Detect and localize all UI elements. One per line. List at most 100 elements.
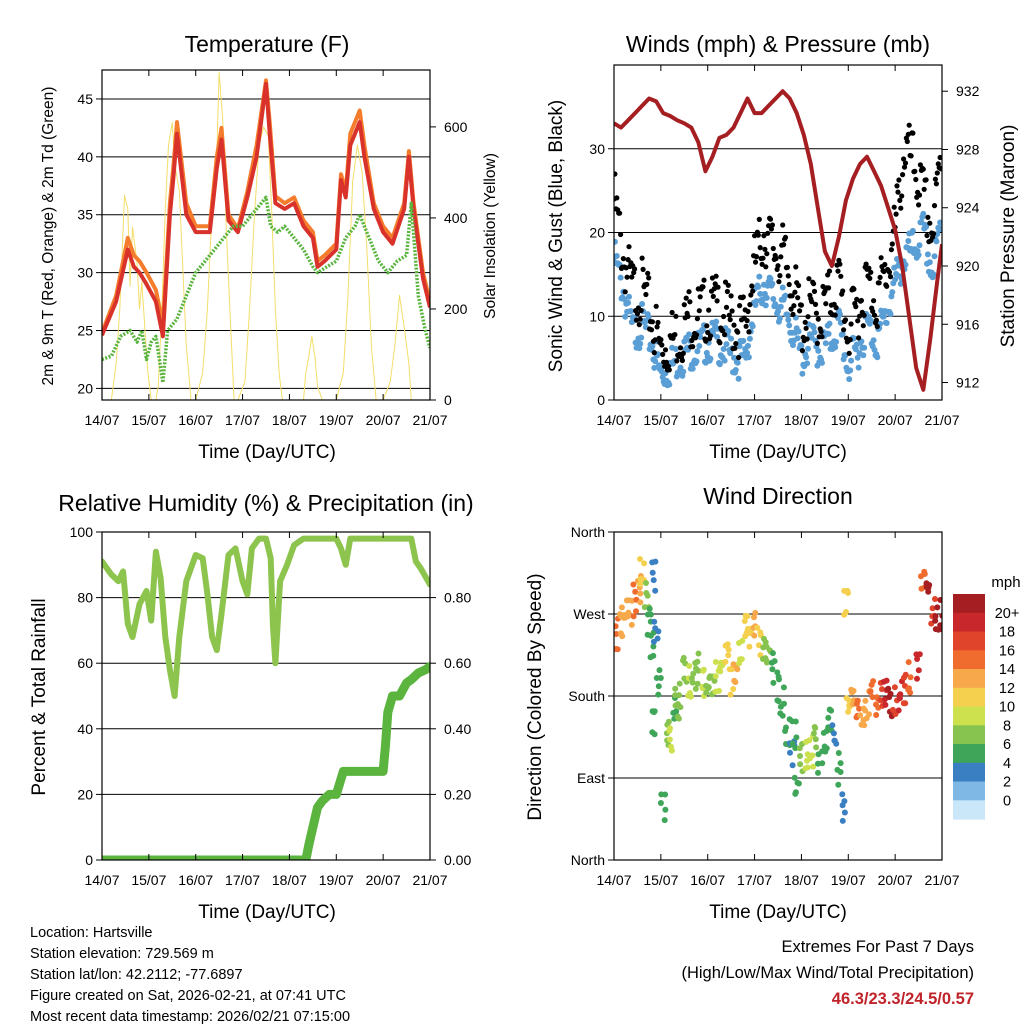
wind-point: [838, 273, 844, 279]
wind-point: [745, 342, 751, 349]
wind-point: [841, 327, 847, 333]
wind-point: [723, 304, 730, 310]
wind-point: [776, 315, 783, 322]
wind-point: [836, 311, 843, 318]
wind-point: [745, 354, 752, 361]
direction-point: [694, 658, 701, 665]
wind-point: [740, 294, 746, 300]
direction-point: [757, 629, 764, 636]
wind-point: [878, 255, 884, 261]
direction-point: [915, 667, 922, 674]
x-tick-label: 19/07: [319, 412, 354, 428]
direction-point: [700, 667, 707, 674]
wind-point: [637, 340, 644, 347]
direction-point: [650, 577, 657, 584]
wind-point: [648, 327, 655, 333]
wind-point: [757, 290, 764, 297]
wind-point: [662, 347, 669, 353]
direction-point: [937, 597, 942, 603]
wind-point: [749, 323, 756, 330]
wind-point: [752, 259, 759, 265]
wind-point: [710, 293, 716, 299]
direction-point: [776, 676, 782, 683]
wind-point: [762, 302, 769, 309]
direction-point: [614, 646, 621, 653]
wind-point: [799, 370, 806, 377]
wind-point: [811, 281, 817, 287]
direction-point: [774, 669, 781, 676]
direction-point: [745, 630, 752, 637]
direction-point: [925, 588, 932, 595]
wind-point: [913, 176, 919, 183]
wind-point: [703, 338, 709, 344]
wind-point: [724, 288, 731, 295]
direction-point: [873, 701, 879, 708]
wind-point: [826, 268, 833, 274]
wind-point: [784, 264, 791, 270]
direction-point: [687, 693, 694, 700]
wind-point: [713, 318, 720, 325]
y-tick-label: North: [571, 852, 605, 868]
wind-point: [721, 357, 728, 364]
direction-point: [866, 711, 872, 718]
wind-point: [871, 298, 877, 304]
wind-point: [860, 352, 867, 359]
wind-point: [714, 298, 720, 304]
wind-point: [735, 329, 741, 335]
wind-point: [846, 350, 852, 356]
x-tick-label: 20/07: [366, 412, 401, 428]
x-tick-label: 17/07: [225, 872, 260, 888]
wind-point: [715, 284, 721, 290]
wind-point: [673, 313, 679, 319]
direction-point: [877, 697, 884, 704]
direction-point: [896, 695, 903, 702]
wind-point: [792, 289, 798, 295]
direction-point: [650, 652, 657, 659]
station-elevation: Station elevation: 729.569 m: [30, 946, 214, 962]
wind-point: [931, 203, 938, 209]
wind-point: [723, 341, 730, 348]
wind-point: [763, 294, 770, 301]
wind-point: [770, 245, 776, 252]
wind-point: [916, 242, 923, 249]
direction-point: [632, 588, 639, 595]
direction-point: [614, 631, 620, 637]
wind-point: [906, 122, 912, 128]
series-2m-t: [102, 81, 430, 339]
y-tick-label: 20: [589, 225, 605, 241]
wind-point: [898, 205, 904, 211]
wind-point: [686, 331, 692, 338]
wind-point: [637, 316, 643, 322]
wind-point: [651, 350, 657, 356]
wind-point: [877, 274, 883, 280]
direction-point: [825, 714, 832, 721]
direction-point: [868, 681, 875, 688]
direction-point: [775, 698, 782, 705]
wind-point: [819, 359, 825, 366]
wind-point: [778, 254, 784, 260]
wind-point: [795, 295, 801, 301]
y-tick-label-right: 920: [956, 258, 980, 274]
wind-point: [912, 168, 918, 174]
wind-point: [805, 314, 811, 320]
winds-panel: Winds (mph) & Pressure (mb) Sonic Wind &…: [546, 31, 1019, 463]
wind-point: [773, 255, 779, 262]
legend-swatch: [953, 800, 985, 820]
x-tick-label: 21/07: [924, 412, 959, 428]
wind-point: [786, 322, 793, 329]
wind-point: [797, 308, 803, 314]
wind-point: [782, 234, 789, 240]
direction-point: [791, 774, 798, 781]
wind-point: [680, 350, 686, 356]
legend-label: 18: [999, 625, 1015, 641]
direction-point: [929, 605, 936, 612]
wind-point: [895, 262, 901, 269]
y-tick-label: 0: [85, 852, 93, 868]
wind-point: [794, 335, 801, 342]
wind-point: [931, 231, 937, 237]
wind-point: [697, 294, 703, 300]
wind-point: [658, 337, 664, 343]
wind-point: [750, 288, 756, 294]
wind-point: [833, 305, 839, 311]
direction-point: [845, 590, 851, 596]
